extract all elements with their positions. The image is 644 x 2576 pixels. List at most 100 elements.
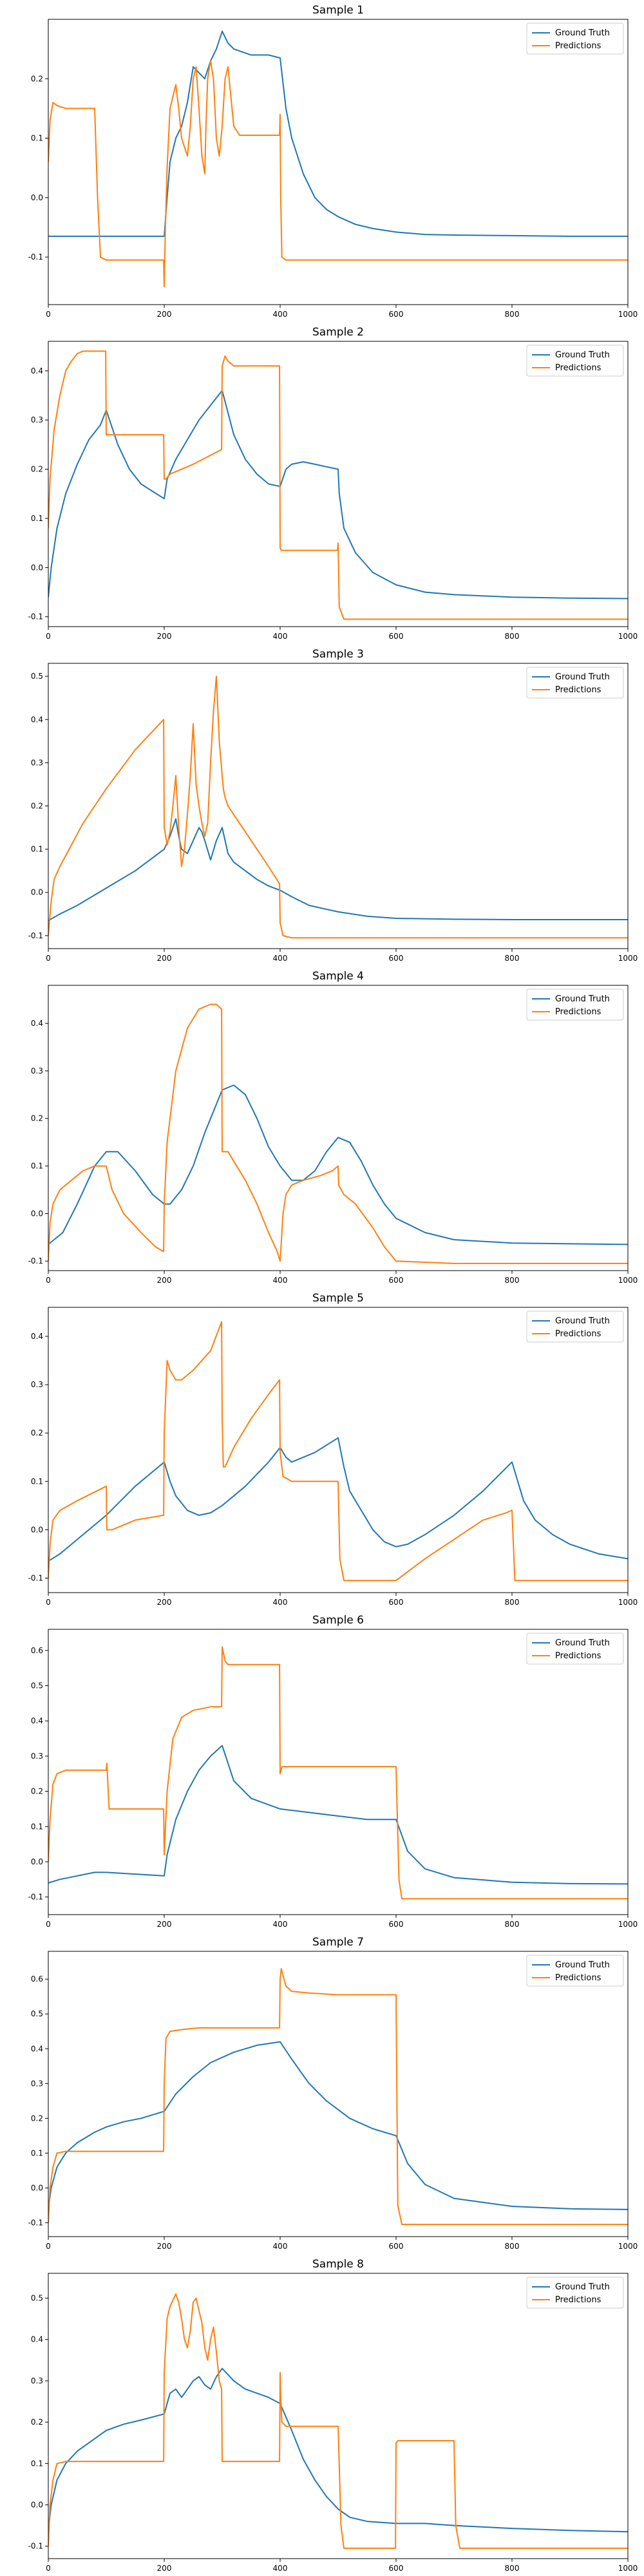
legend-label-ground-truth: Ground Truth [555,1316,610,1326]
legend-box [526,1955,624,1987]
x-tick-label: 400 [273,1276,288,1285]
series-line-ground-truth [48,2041,628,2210]
legend-label-ground-truth: Ground Truth [555,994,610,1004]
y-tick-label: 0.2 [31,74,43,83]
x-tick-label: 200 [157,1276,172,1285]
legend-label-ground-truth: Ground Truth [555,1960,610,1970]
y-tick-label: 0.4 [31,715,43,724]
plot-frame [48,985,629,1271]
y-tick-label: 0.3 [31,1752,43,1761]
chart-legend: Ground Truth Predictions [526,23,624,55]
x-tick-label: 800 [505,954,520,963]
x-tick-label: 800 [505,1598,520,1607]
x-tick-label: 400 [273,2564,288,2573]
y-tick-label: 0.4 [31,2044,43,2053]
x-tick-label: 600 [389,954,404,963]
x-tick-label: 800 [505,632,520,641]
y-tick-label: -0.1 [28,612,43,621]
x-tick-label: 1000 [618,1276,638,1285]
y-tick-label: -0.1 [28,2542,43,2551]
legend-label-ground-truth: Ground Truth [555,1638,610,1648]
legend-label-ground-truth: Ground Truth [555,28,610,38]
x-tick-label: 600 [389,2242,404,2251]
legend-label-ground-truth: Ground Truth [555,350,610,360]
x-tick-label: 0 [46,310,51,319]
y-tick-label: 0.2 [31,2418,43,2427]
y-tick-label: 0.5 [31,672,43,681]
legend-box [526,23,624,55]
legend-label-ground-truth: Ground Truth [555,672,610,682]
y-tick-label: 0.6 [31,1975,43,1984]
y-tick-label: 0.3 [31,758,43,767]
x-tick-label: 600 [389,632,404,641]
x-tick-label: 0 [46,2564,51,2573]
x-tick-label: 200 [157,310,172,319]
chart-title: Sample 7 [312,1936,364,1949]
x-tick-label: 600 [389,1598,404,1607]
x-tick-label: 1000 [618,954,638,963]
legend-label-predictions: Predictions [555,1007,601,1017]
series-line-predictions [48,676,628,939]
x-tick-label: 0 [46,954,51,963]
legend-box [526,2277,624,2309]
plot-frame [48,341,629,627]
y-tick-label: 0.0 [31,1857,43,1866]
y-tick-label: 0.3 [31,2376,43,2385]
x-tick-label: 0 [46,632,51,641]
y-tick-label: -0.1 [28,1256,43,1265]
y-tick-label: 0.0 [31,1209,43,1218]
chart-panel-6: Sample 6 0 200 400 600 800 1000 -0.1 0.0 0.1 0.2 0.… [28,1614,638,1929]
x-tick-label: 400 [273,954,288,963]
legend-label-ground-truth: Ground Truth [555,2282,610,2292]
y-tick-label: 0.6 [31,1646,43,1655]
y-tick-label: 0.1 [31,845,43,854]
x-tick-label: 0 [46,2242,51,2251]
chart-title: Sample 3 [312,648,364,661]
x-tick-label: 800 [505,1920,520,1929]
chart-title: Sample 1 [312,4,364,17]
y-tick-label: -0.1 [28,1893,43,1902]
x-tick-label: 200 [157,1598,172,1607]
chart-legend: Ground Truth Predictions [526,1955,624,1987]
y-tick-label: 0.4 [31,1332,43,1341]
y-tick-label: 0.3 [31,1380,43,1389]
x-tick-label: 200 [157,1920,172,1929]
y-tick-label: 0.0 [31,2501,43,2510]
y-tick-label: 0.4 [31,1716,43,1725]
legend-label-predictions: Predictions [555,1651,601,1661]
series-line-ground-truth [48,2367,628,2533]
y-tick-label: 0.0 [31,193,43,202]
y-tick-label: 0.2 [31,1787,43,1796]
y-tick-label: 0.2 [31,465,43,474]
series-line-ground-truth [48,1084,628,1245]
series-line-predictions [48,1646,628,1900]
y-tick-label: 0.4 [31,2335,43,2344]
legend-label-predictions: Predictions [555,41,601,51]
x-tick-label: 800 [505,1276,520,1285]
x-tick-label: 0 [46,1920,51,1929]
x-tick-label: 400 [273,2242,288,2251]
y-tick-label: 0.1 [31,2148,43,2157]
x-tick-label: 200 [157,2564,172,2573]
chart-panel-2: Sample 2 0 200 400 600 800 1000 -0.1 0.0 0.1 0.2 0.… [28,326,638,641]
legend-box [526,989,624,1021]
y-tick-label: 0.3 [31,415,43,424]
chart-panel-5: Sample 5 0 200 400 600 800 1000 -0.1 0.0 0.1 0.2 0.… [28,1292,638,1607]
x-tick-label: 200 [157,954,172,963]
y-tick-label: 0.1 [31,1477,43,1486]
y-tick-label: 0.2 [31,2114,43,2123]
legend-label-predictions: Predictions [555,685,601,695]
x-tick-label: 200 [157,2242,172,2251]
x-tick-label: 0 [46,1276,51,1285]
y-tick-label: 0.2 [31,1428,43,1437]
chart-legend: Ground Truth Predictions [526,2277,624,2309]
legend-box [526,1633,624,1665]
chart-legend: Ground Truth Predictions [526,667,624,699]
x-tick-label: 600 [389,2564,404,2573]
y-tick-label: -0.1 [28,931,43,940]
x-tick-label: 1000 [618,632,638,641]
series-line-ground-truth [48,30,628,237]
chart-title: Sample 8 [312,2258,364,2271]
series-line-predictions [48,2293,628,2549]
series-line-predictions [48,1003,628,1264]
